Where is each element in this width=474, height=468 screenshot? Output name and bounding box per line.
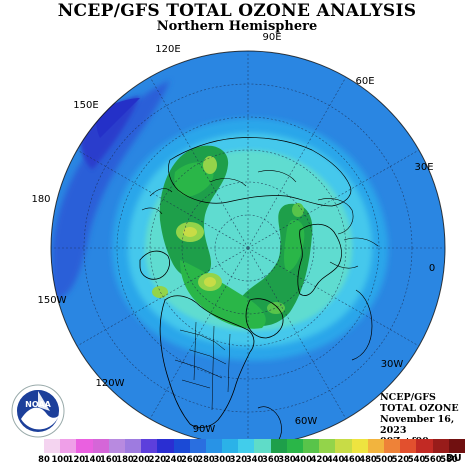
coast-asia: [168, 137, 352, 207]
colorbar-label: 480: [359, 454, 377, 464]
colorbar-label: 180: [116, 454, 134, 464]
lon-label-30w: 30W: [381, 359, 404, 370]
colorbar-swatch: [383, 439, 401, 453]
colorbar-swatch: [351, 439, 368, 453]
colorbar-swatch: [141, 439, 158, 453]
colorbar-swatch: [238, 439, 255, 453]
info-line-2: TOTAL OZONE: [380, 403, 459, 414]
colorbar: [44, 439, 465, 453]
lon-label-180: 180: [31, 194, 50, 205]
colorbar-label: 80: [38, 454, 50, 464]
lon-label-30e: 30E: [414, 162, 433, 173]
colorbar-label: 280: [197, 454, 215, 464]
colorbar-swatch: [448, 439, 465, 453]
colorbar-swatch: [173, 439, 190, 453]
colorbar-swatch: [270, 439, 287, 453]
colorbar-label: 360: [262, 454, 280, 464]
colorbar-label: 460: [343, 454, 361, 464]
coast-alaska: [139, 250, 170, 280]
colorbar-label: 200: [132, 454, 150, 464]
info-line-3: November 16, 2023: [380, 414, 455, 436]
colorbar-swatch: [400, 439, 417, 453]
coast-africa: [351, 289, 373, 361]
colorbar-swatch: [108, 439, 125, 453]
colorbar-swatch: [432, 439, 449, 453]
colorbar-swatch: [254, 439, 271, 453]
colorbar-swatch: [367, 439, 384, 453]
lon-label-90e: 90E: [262, 32, 281, 43]
colorbar-swatch: [92, 439, 109, 453]
noaa-logo: NOAA: [11, 384, 65, 438]
colorbar-label: 440: [326, 454, 345, 464]
lon-label-120e: 120E: [155, 44, 180, 55]
ozone-low-region-pacific: [52, 80, 170, 300]
colorbar-label: 500: [375, 454, 393, 464]
lon-label-150e: 150E: [73, 100, 98, 111]
colorbar-label: 160: [100, 454, 118, 464]
lon-label-0: 0: [429, 263, 435, 274]
colorbar-labels: 80 100 120 140 160 180 200 220 240 260 280 300 320 34…: [36, 454, 466, 466]
map-subtitle: Northern Hemisphere: [156, 19, 318, 34]
colorbar-label: 540: [407, 454, 426, 464]
coastlines: [139, 137, 379, 447]
colorbar-label: 560: [424, 454, 442, 464]
colorbar-label: 400: [294, 454, 312, 464]
ozone-peak-4: [152, 286, 168, 298]
colorbar-swatch: [303, 439, 320, 453]
lon-label-150w: 150W: [38, 295, 67, 306]
coast-greenland: [245, 298, 284, 339]
colorbar-label: 260: [181, 454, 199, 464]
colorbar-swatch: [222, 439, 239, 453]
colorbar-swatch: [286, 439, 303, 453]
colorbar-label: 520: [391, 454, 410, 464]
colorbar-label: 140: [83, 454, 102, 464]
colorbar-label: 320: [229, 454, 248, 464]
colorbar-swatch: [157, 439, 174, 453]
colorbar-label: 420: [310, 454, 329, 464]
lon-label-90w: 90W: [193, 424, 216, 435]
lon-label-120w: 120W: [96, 378, 125, 389]
colorbar-swatch: [124, 439, 142, 453]
ozone-low-region-north-pacific: [80, 96, 140, 170]
colorbar-label: 220: [148, 454, 167, 464]
coast-europe: [297, 223, 342, 296]
ozone-polar-low: [220, 222, 280, 278]
colorbar-label: 380: [278, 454, 296, 464]
coast-north-america: [159, 295, 255, 428]
colorbar-swatch: [189, 439, 206, 453]
colorbar-label: 120: [67, 454, 86, 464]
noaa-logo-text: NOAA: [25, 400, 51, 409]
colorbar-swatch: [205, 439, 223, 453]
map-title: NCEP/GFS TOTAL OZONE ANALYSIS: [57, 1, 417, 21]
colorbar-label: 240: [164, 454, 183, 464]
colorbar-unit: DU: [446, 453, 462, 464]
ozone-peak-2: [203, 156, 217, 174]
colorbar-label: 340: [245, 454, 264, 464]
colorbar-swatch: [44, 439, 61, 453]
colorbar-swatch: [416, 439, 433, 453]
colorbar-swatch: [60, 439, 77, 453]
colorbar-swatch: [335, 439, 352, 453]
lon-label-60w: 60W: [295, 416, 318, 427]
colorbar-swatch: [319, 439, 336, 453]
colorbar-label: 100: [51, 454, 69, 464]
graticule: [50, 50, 446, 446]
colorbar-label: 300: [213, 454, 231, 464]
colorbar-label: 580: [440, 454, 458, 464]
colorbar-swatch: [76, 439, 93, 453]
lon-label-60e: 60E: [355, 76, 374, 87]
info-line-1: NCEP/GFS: [380, 392, 436, 403]
